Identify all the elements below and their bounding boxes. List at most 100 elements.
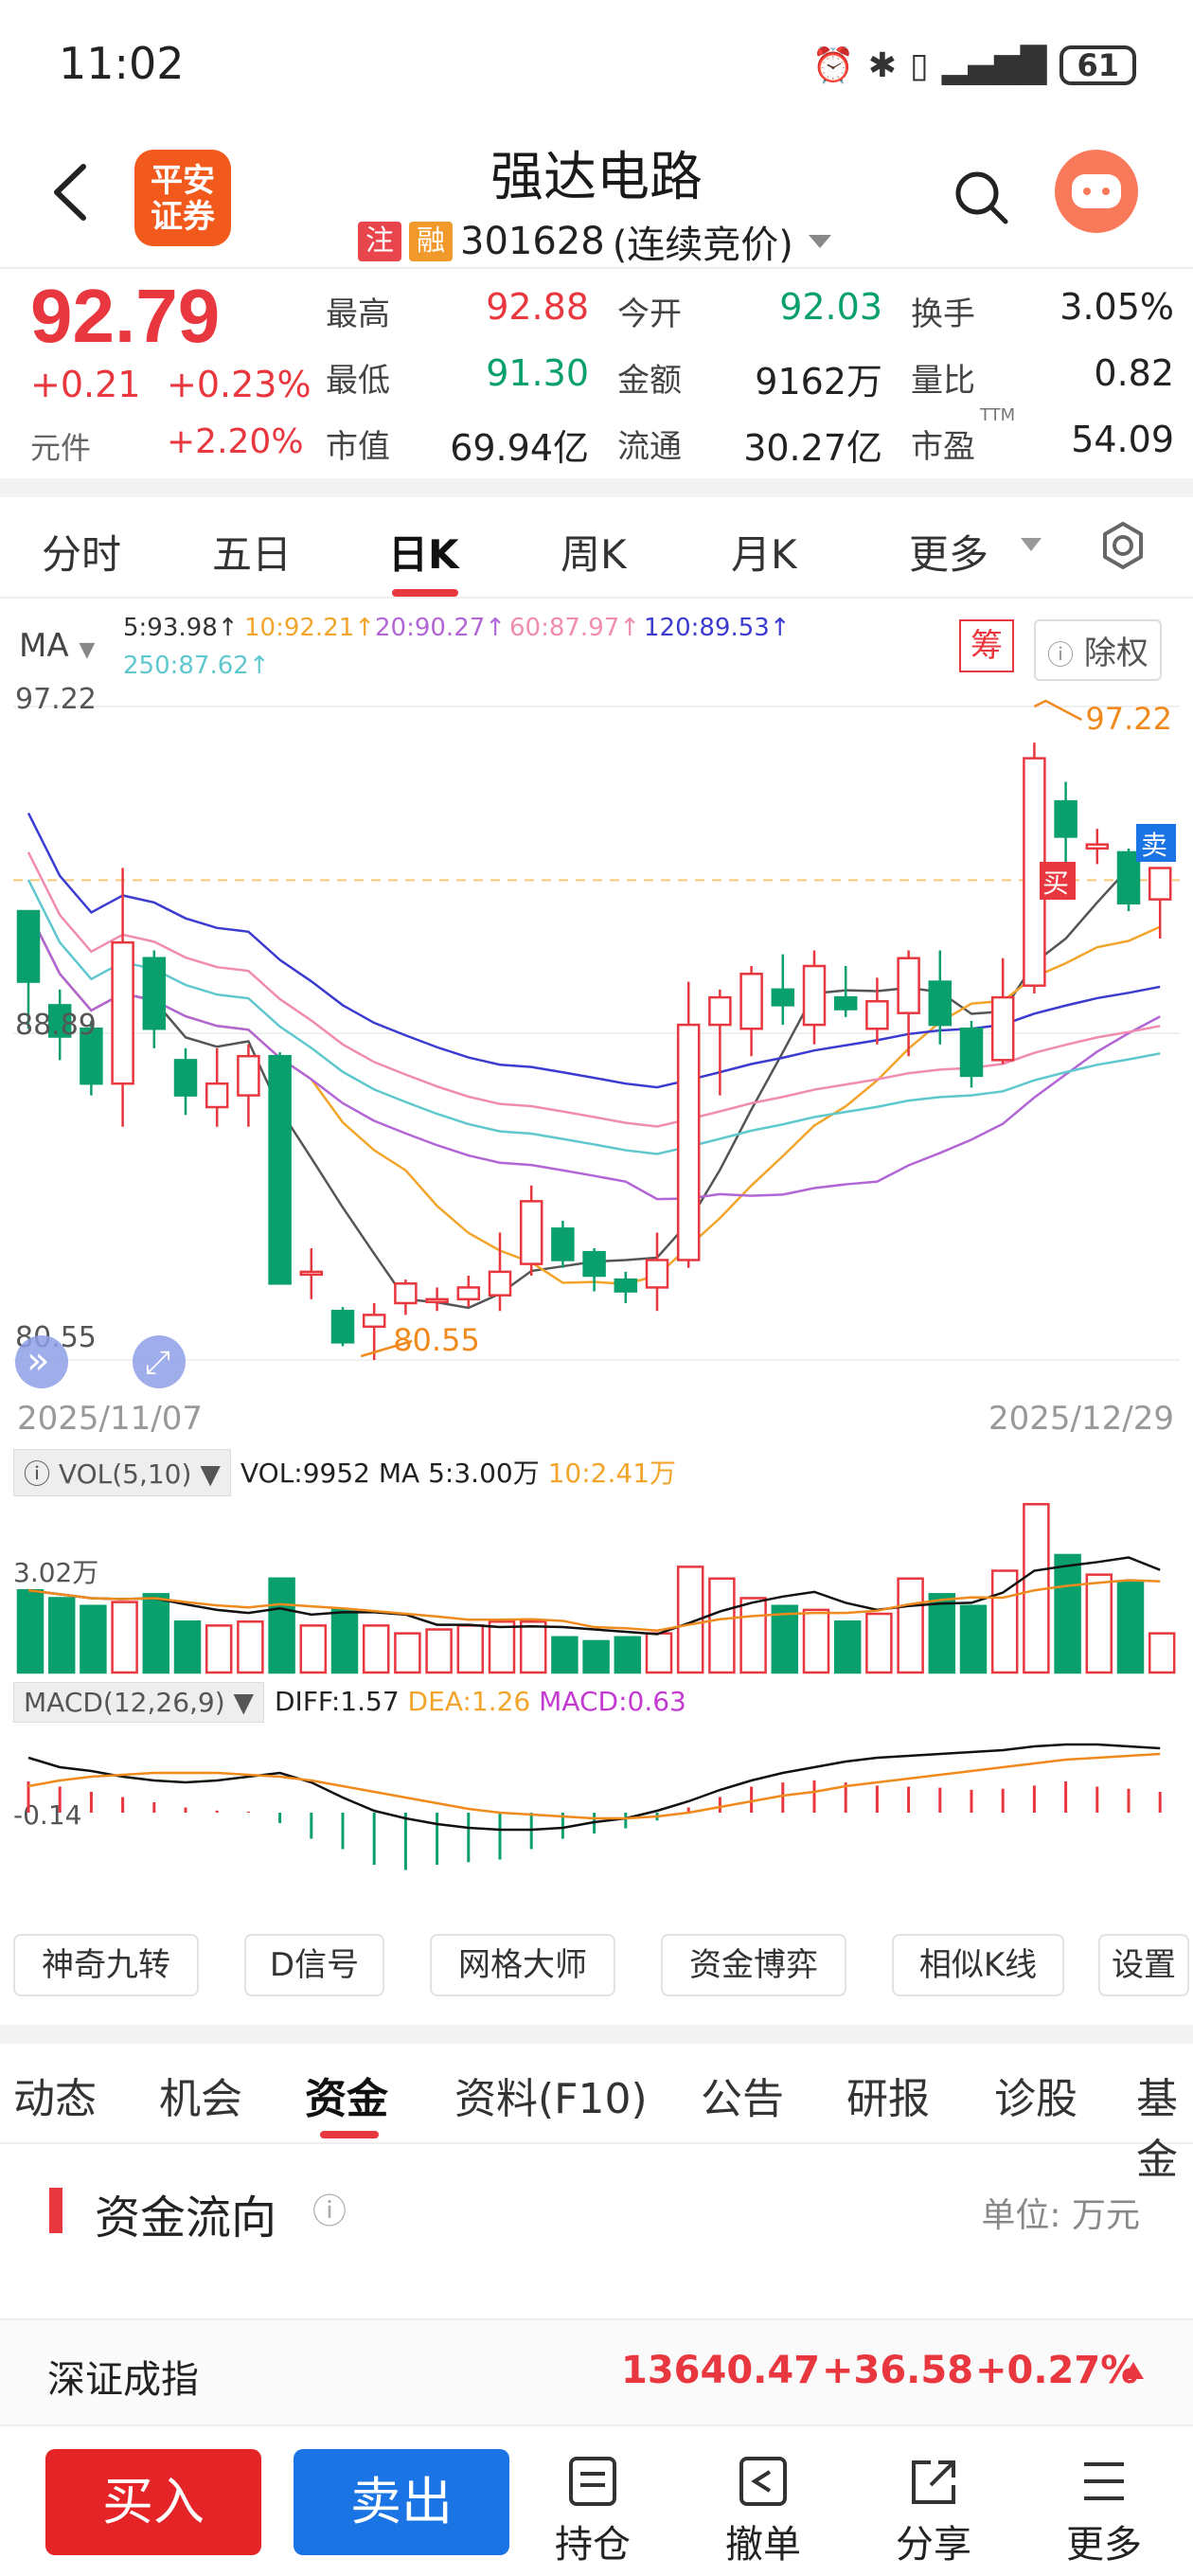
volume-bar — [865, 1612, 893, 1674]
vol-indicator-selector[interactable]: ⓘ VOL(5,10) ▼ — [13, 1449, 231, 1496]
tab-3[interactable]: 周K — [561, 531, 627, 578]
info-tab[interactable]: 资金 — [305, 2075, 388, 2123]
volume-bar — [456, 1624, 485, 1674]
macd-chart[interactable]: -0.14 — [0, 1720, 1193, 1919]
expand-up-icon[interactable] — [1123, 2362, 1144, 2379]
quote-value: 9162万 — [755, 361, 882, 402]
ma-value: 60:87.97↑ — [509, 614, 641, 642]
macd-values: DIFF:1.57 DEA:1.26 MACD:0.63 — [275, 1686, 686, 1717]
volume-bar — [268, 1577, 295, 1674]
fullscreen-button[interactable] — [133, 1335, 186, 1388]
vol-text: VOL:9952 MA 5:3.00万 — [240, 1458, 540, 1489]
ma-value: 250:87.62↑ — [123, 652, 270, 680]
section-marker — [49, 2188, 62, 2233]
pe-ttm-mark: TTM — [980, 405, 1016, 425]
more-button[interactable]: 更多 — [1047, 2455, 1161, 2568]
sell-button[interactable]: 卖出 — [294, 2449, 509, 2555]
quote-value: 30.27亿 — [743, 427, 882, 469]
macd-indicator-selector[interactable]: MACD(12,26,9) ▼ — [13, 1682, 265, 1723]
positions-button[interactable]: 持仓 — [536, 2455, 650, 2568]
candle-body — [708, 995, 732, 1027]
candle-body — [614, 1278, 638, 1293]
fund-flow-title: 资金流向 — [95, 2191, 277, 2245]
chat-bubble-icon — [1072, 174, 1121, 208]
volume-chart[interactable]: 3.02万 — [0, 1487, 1193, 1676]
cancel-order-button[interactable]: 撤单 — [706, 2455, 820, 2568]
caret-down-icon — [808, 235, 831, 248]
volume-bar — [1054, 1553, 1081, 1674]
index-ticker-bar[interactable] — [0, 2318, 1193, 2424]
quote-value: 54.09 — [1071, 419, 1174, 460]
status-time: 11:02 — [59, 38, 185, 89]
buy-button[interactable]: 买入 — [45, 2449, 261, 2555]
document-icon — [569, 2457, 616, 2506]
fund-flow-info-icon[interactable]: ⓘ — [312, 2192, 347, 2231]
share-button[interactable]: 分享 — [877, 2455, 990, 2568]
tab-0[interactable]: 分时 — [42, 531, 122, 578]
change-abs: +0.21 — [30, 364, 141, 405]
ma-line — [27, 841, 1161, 1310]
candle-body — [268, 1054, 292, 1285]
macd-label: MACD(12,26,9) — [24, 1687, 225, 1718]
volume-bar — [47, 1597, 76, 1674]
volume-bar — [645, 1632, 673, 1674]
candle-body — [1116, 850, 1141, 905]
volume-ma-line — [27, 1579, 1161, 1633]
tool-button[interactable]: 网格大师 — [430, 1934, 615, 1996]
candle-body — [362, 1314, 386, 1329]
info-tab[interactable]: 机会 — [159, 2075, 242, 2123]
ma-line — [27, 910, 1161, 1201]
info-tab[interactable]: 诊股 — [994, 2075, 1077, 2123]
volume-bar — [142, 1593, 170, 1674]
tab-4[interactable]: 月K — [731, 531, 797, 578]
tool-button[interactable]: 相似K线 — [892, 1934, 1064, 1996]
tool-button[interactable]: 神奇九转 — [13, 1934, 199, 1996]
candle-body — [582, 1250, 606, 1278]
stock-code-selector[interactable]: 注 融 301628 (连续竞价) — [358, 214, 831, 269]
more-caret-icon[interactable] — [1021, 538, 1042, 553]
active-tab-indicator — [392, 589, 458, 597]
battery-indicator: 61 — [1059, 45, 1136, 85]
back-button[interactable] — [47, 159, 95, 225]
tab-5[interactable]: 更多 — [909, 531, 989, 578]
settings-gear-icon[interactable] — [1098, 521, 1148, 570]
bluetooth-icon: ✱ — [867, 45, 897, 85]
search-button[interactable] — [951, 167, 1011, 227]
info-tab[interactable]: 研报 — [846, 2075, 930, 2123]
ma-selector[interactable]: MA ▼ — [19, 627, 95, 665]
volume-bar — [897, 1577, 924, 1674]
info-tab[interactable]: 动态 — [13, 2075, 97, 2123]
unit-label: 元件 — [30, 430, 92, 466]
expand-left-button[interactable] — [15, 1335, 68, 1388]
candle-body — [865, 1000, 889, 1030]
tool-button[interactable]: D信号 — [244, 1934, 384, 1996]
volume-bar — [959, 1604, 988, 1674]
tool-button[interactable]: 资金博弈 — [661, 1934, 846, 1996]
chips-button[interactable]: 筹 — [959, 619, 1014, 672]
quote-label: 市盈 — [911, 428, 975, 466]
ma-label: MA — [19, 627, 69, 665]
candle-body — [330, 1310, 355, 1344]
broker-logo-text: 平安 证券 — [151, 162, 215, 236]
info-tab-indicator — [320, 2131, 379, 2138]
info-tab[interactable]: 基金 — [1136, 2075, 1178, 2184]
assistant-avatar[interactable] — [1055, 150, 1138, 233]
tool-button[interactable]: 设置 — [1098, 1934, 1189, 1996]
quote-value: 92.03 — [779, 286, 882, 328]
unit-pct: +2.20% — [167, 422, 304, 461]
macd-diff: DIFF:1.57 — [275, 1686, 400, 1717]
candle-body — [299, 1270, 324, 1277]
tab-1[interactable]: 五日 — [212, 531, 293, 578]
info-tab[interactable]: 公告 — [701, 2075, 784, 2123]
quote-label: 换手 — [911, 295, 975, 333]
tab-2[interactable]: 日K — [388, 531, 459, 578]
menu-icon — [1084, 2462, 1124, 2500]
volume-bar — [708, 1577, 736, 1674]
ma-caret-icon: ▼ — [79, 638, 96, 662]
tabs-divider — [0, 597, 1193, 599]
margin-tag-rong: 融 — [409, 222, 453, 261]
ex-rights-button[interactable]: ⓘ 除权 — [1034, 619, 1162, 681]
info-tab[interactable]: 资料(F10) — [454, 2075, 648, 2123]
